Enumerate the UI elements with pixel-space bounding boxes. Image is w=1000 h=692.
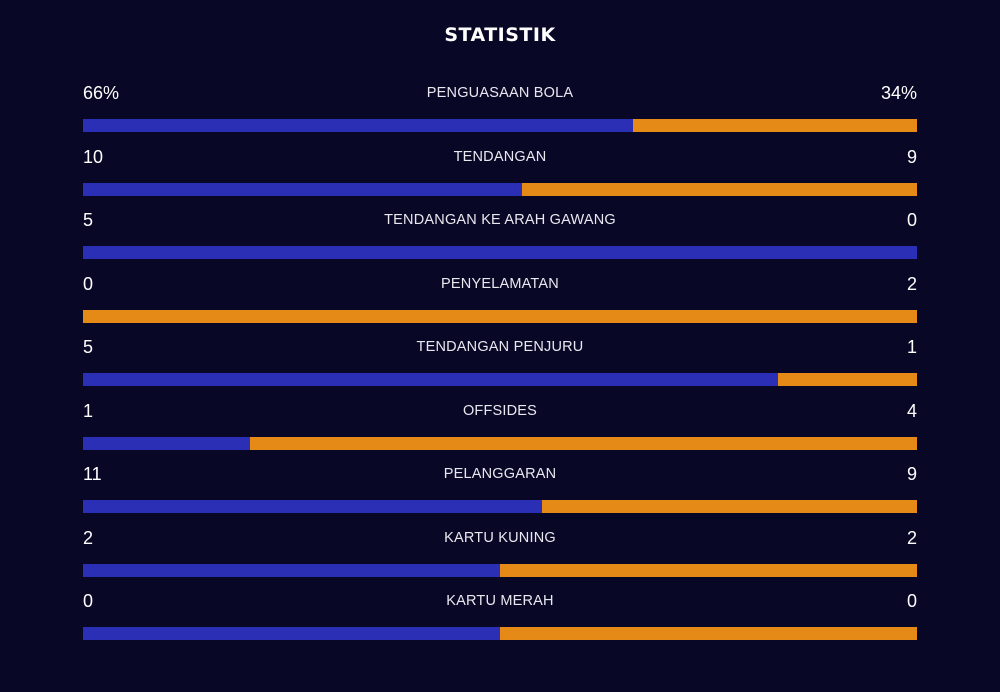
stat-row-shots-on-target: 5 TENDANGAN KE ARAH GAWANG 0: [83, 207, 917, 271]
away-bar-fill: [633, 119, 917, 132]
home-bar-fill: [83, 563, 500, 577]
page-title: STATISTIK: [444, 24, 556, 46]
stat-label: PELANGGARAN: [443, 466, 557, 482]
away-value: 9: [906, 146, 917, 167]
stat-row-red-cards: 0 KARTU MERAH 0: [83, 588, 917, 652]
home-bar-fill: [83, 246, 917, 259]
stat-label: OFFSIDES: [462, 402, 538, 419]
away-bar-fill: [777, 373, 917, 386]
home-value: 66%: [83, 83, 120, 103]
away-bar-fill: [249, 436, 917, 450]
stat-label: TENDANGAN PENJURU: [416, 339, 584, 355]
away-value: 2: [906, 273, 917, 294]
comparison-bar: [83, 627, 917, 640]
home-bar-fill: [83, 373, 778, 386]
home-value: 0: [83, 273, 94, 294]
home-value: 0: [83, 591, 94, 611]
home-value: 10: [83, 146, 104, 167]
stat-label: KARTU MERAH: [446, 593, 554, 609]
away-bar-fill: [500, 563, 917, 577]
home-value: 11: [83, 464, 102, 484]
comparison-bar: [83, 119, 917, 132]
away-bar-fill: [83, 309, 917, 323]
away-value: 34%: [880, 83, 917, 103]
home-bar-fill: [83, 436, 250, 450]
stat-row-offsides: 1 OFFSIDES 4: [83, 398, 917, 462]
home-value: 5: [83, 337, 94, 357]
comparison-bar: [83, 182, 917, 196]
comparison-bar: [83, 309, 917, 323]
stat-row-saves: 0 PENYELAMATAN 2: [83, 271, 917, 335]
home-bar-fill: [83, 500, 542, 513]
away-value: 0: [906, 591, 917, 611]
away-value: 2: [906, 527, 917, 548]
comparison-bar: [83, 563, 917, 577]
home-bar-fill: [83, 119, 634, 132]
stat-row-possession: 66% PENGUASAAN BOLA 34%: [83, 80, 917, 144]
home-value: 5: [83, 210, 94, 230]
away-bar-fill: [541, 500, 917, 513]
away-value: 9: [906, 464, 917, 484]
home-bar-fill: [83, 627, 500, 640]
stat-label: PENYELAMATAN: [441, 275, 559, 292]
comparison-bar: [83, 500, 917, 513]
away-value: 1: [906, 337, 917, 357]
home-value: 2: [83, 527, 94, 548]
stat-row-corners: 5 TENDANGAN PENJURU 1: [83, 334, 917, 398]
away-value: 4: [906, 400, 917, 421]
stat-label: TENDANGAN KE ARAH GAWANG: [384, 212, 616, 228]
away-bar-fill: [521, 182, 917, 196]
home-value: 1: [83, 400, 94, 421]
home-bar-fill: [83, 182, 522, 196]
stat-row-fouls: 11 PELANGGARAN 9: [83, 461, 917, 525]
stat-row-yellow-cards: 2 KARTU KUNING 2: [83, 525, 917, 589]
away-bar-fill: [500, 627, 917, 640]
stat-row-shots: 10 TENDANGAN 9: [83, 144, 917, 208]
comparison-bar: [83, 373, 917, 386]
stats-list: 66% PENGUASAAN BOLA 34% 10 TENDANGAN 9 5…: [83, 80, 917, 652]
comparison-bar: [83, 436, 917, 450]
away-value: 0: [906, 210, 917, 230]
stat-label: KARTU KUNING: [444, 529, 556, 546]
comparison-bar: [83, 246, 917, 259]
stat-label: PENGUASAAN BOLA: [426, 85, 574, 101]
stat-label: TENDANGAN: [453, 148, 547, 165]
